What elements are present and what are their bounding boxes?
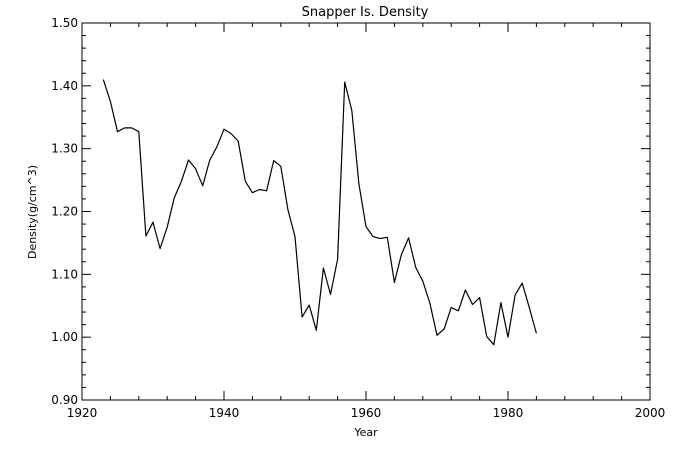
y-tick-label: 1.40 [51, 79, 78, 93]
x-tick-label: 2000 [635, 406, 666, 420]
y-tick-label: 0.90 [51, 393, 78, 407]
plot-frame [81, 22, 651, 401]
y-tick-label: 1.30 [51, 142, 78, 156]
y-tick-label: 1.50 [51, 16, 78, 30]
tick-labels: 1920 1940 1960 1980 2000 0.90 1.00 1.10 1.20 1.30… [51, 16, 665, 420]
x-tick-label: 1980 [493, 406, 524, 420]
axis-ticks [81, 22, 651, 401]
x-tick-label: 1920 [67, 406, 98, 420]
chart-title: Snapper Is. Density [302, 5, 429, 20]
x-tick-label: 1960 [351, 406, 382, 420]
series-line-density [102, 79, 537, 346]
x-axis-label: Year [353, 426, 378, 439]
y-axis-label: Density(g/cm^3) [26, 165, 39, 259]
y-tick-label: 1.10 [51, 267, 78, 281]
y-tick-label: 1.00 [51, 330, 78, 344]
y-tick-label: 1.20 [51, 205, 78, 219]
x-tick-label: 1940 [209, 406, 240, 420]
